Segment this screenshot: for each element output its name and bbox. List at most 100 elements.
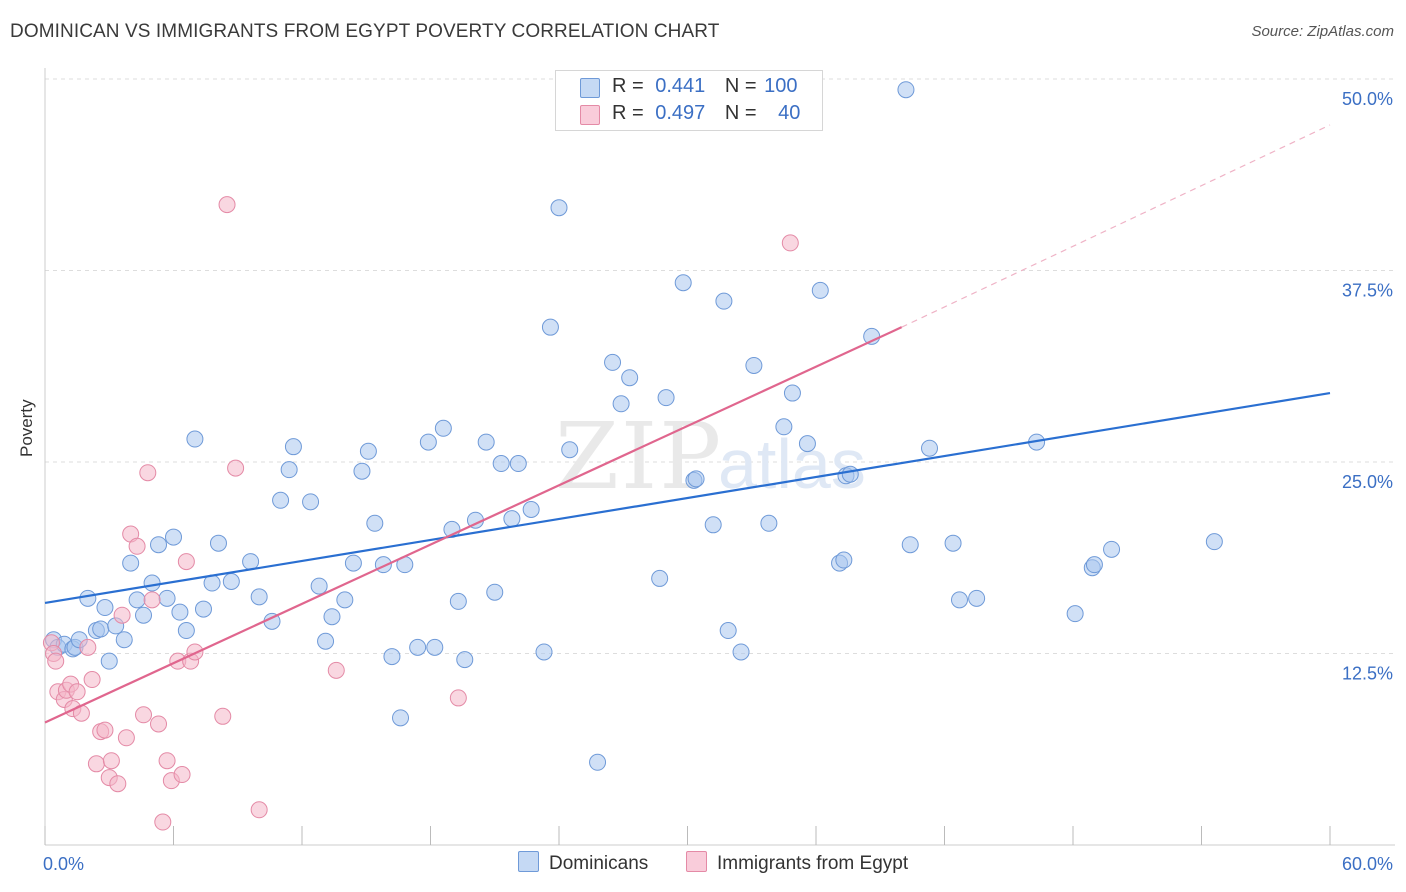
legend-n-value: 100 — [764, 75, 798, 97]
legend-n-value: 40 — [778, 102, 801, 124]
data-point-dominicans — [317, 632, 335, 650]
data-point-dominicans — [561, 441, 579, 459]
data-point-dominicans — [657, 389, 675, 407]
data-point-dominicans — [456, 651, 474, 669]
data-point-dominicans — [310, 577, 328, 595]
data-point-egypt — [218, 196, 236, 214]
data-point-egypt — [96, 721, 114, 739]
data-point-dominicans — [811, 281, 829, 299]
data-point-dominicans — [897, 81, 915, 99]
data-point-dominicans — [745, 356, 763, 374]
data-point-dominicans — [366, 514, 384, 532]
trendline-egypt — [44, 326, 903, 724]
data-point-dominicans — [1103, 540, 1121, 558]
data-point-dominicans — [503, 510, 521, 528]
data-point-dominicans — [426, 638, 444, 656]
legend-r-value: 0.441 — [655, 75, 706, 97]
data-point-dominicans — [115, 631, 133, 649]
data-point-dominicans — [100, 652, 118, 670]
data-point-dominicans — [968, 589, 986, 607]
data-point-dominicans — [901, 536, 919, 554]
y-tick-label: 50.0% — [1342, 89, 1393, 109]
legend-swatch-blue — [518, 851, 539, 872]
data-point-dominicans — [783, 384, 801, 402]
data-point-egypt — [449, 689, 467, 707]
data-point-dominicans — [383, 648, 401, 666]
data-point-egypt — [102, 752, 120, 770]
trendline-dominicans — [44, 391, 1331, 605]
legend-label-egypt: Immigrants from Egypt — [717, 853, 909, 874]
legend-r-label: R = — [612, 102, 644, 124]
data-point-dominicans — [79, 589, 97, 607]
data-point-dominicans — [177, 622, 195, 640]
legend-n-label: N = — [724, 102, 757, 124]
data-point-dominicans — [715, 292, 733, 310]
y-tick-label: 37.5% — [1342, 281, 1393, 301]
data-point-dominicans — [280, 461, 298, 479]
data-point-dominicans — [674, 274, 692, 292]
data-point-egypt — [47, 652, 65, 670]
data-point-dominicans — [798, 435, 816, 453]
data-point-egypt — [186, 643, 204, 661]
data-point-dominicans — [272, 491, 290, 509]
data-point-dominicans — [186, 430, 204, 448]
data-point-dominicans — [589, 753, 607, 771]
data-point-egypt — [109, 775, 127, 793]
data-point-dominicans — [921, 439, 939, 457]
legend-label-dominicans: Dominicans — [549, 853, 649, 874]
source-label: Source: ZipAtlas.com — [1251, 23, 1394, 40]
data-point-dominicans — [704, 516, 722, 534]
chart-title: DOMINICAN VS IMMIGRANTS FROM EGYPT POVER… — [10, 21, 720, 42]
data-point-egypt — [117, 729, 135, 747]
data-point-dominicans — [760, 514, 778, 532]
data-point-egypt — [139, 464, 157, 482]
data-point-egypt — [154, 813, 172, 831]
legend-swatch-pink — [686, 851, 707, 872]
data-point-dominicans — [486, 583, 504, 601]
data-point-dominicans — [687, 470, 705, 488]
data-point-dominicans — [835, 551, 853, 569]
data-point-egypt — [250, 801, 268, 819]
data-point-egypt — [150, 715, 168, 733]
data-point-dominicans — [651, 569, 669, 587]
data-point-dominicans — [284, 438, 302, 456]
data-point-dominicans — [323, 608, 341, 626]
data-point-dominicans — [1205, 533, 1223, 551]
data-point-dominicans — [775, 418, 793, 436]
watermark-atlas: atlas — [718, 425, 866, 503]
data-point-dominicans — [621, 369, 639, 387]
data-point-egypt — [173, 766, 191, 784]
data-point-dominicans — [143, 574, 161, 592]
data-point-dominicans — [135, 606, 153, 624]
legend-n-label: N = — [724, 75, 757, 97]
x-tick-label-min: 0.0% — [43, 854, 84, 874]
data-point-dominicans — [353, 462, 371, 480]
data-point-egypt — [781, 234, 799, 252]
data-point-dominicans — [150, 536, 168, 554]
y-tick-label: 25.0% — [1342, 472, 1393, 492]
data-point-egypt — [227, 459, 245, 477]
data-point-dominicans — [944, 534, 962, 552]
data-point-dominicans — [550, 199, 568, 217]
legend-r-value: 0.497 — [655, 102, 706, 124]
data-point-dominicans — [419, 433, 437, 451]
data-point-dominicans — [194, 600, 212, 618]
data-point-egypt — [79, 638, 97, 656]
data-point-dominicans — [171, 603, 189, 621]
data-point-egypt — [158, 752, 176, 770]
data-point-dominicans — [336, 591, 354, 609]
data-point-dominicans — [477, 433, 495, 451]
data-point-dominicans — [122, 554, 140, 572]
data-point-dominicans — [612, 395, 630, 413]
trendline-egypt-projection — [901, 124, 1331, 328]
watermark-zip: ZIP — [555, 403, 723, 510]
legend-item-egypt: Immigrants from Egypt — [686, 851, 908, 875]
data-point-dominicans — [409, 638, 427, 656]
data-point-dominicans — [209, 534, 227, 552]
data-point-dominicans — [128, 591, 146, 609]
x-tick-label-max: 60.0% — [1342, 854, 1393, 874]
data-point-dominicans — [165, 528, 182, 546]
data-point-dominicans — [522, 500, 540, 518]
data-point-egypt — [143, 591, 161, 609]
